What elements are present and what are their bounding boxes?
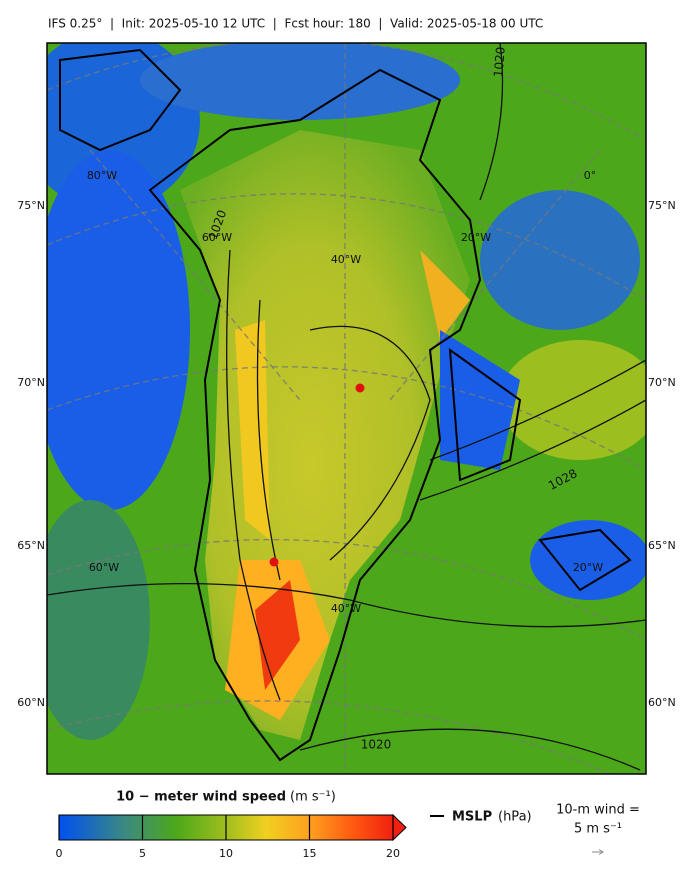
lat-label: 75°N xyxy=(648,199,676,212)
title: IFS 0.25° | Init: 2025-05-10 12 UTC | Fc… xyxy=(48,17,543,31)
lat-label: 75°N xyxy=(17,199,45,212)
lon-label: 80°W xyxy=(87,169,117,182)
legend-mslp-unit: (hPa) xyxy=(498,810,532,825)
lat-label: 70°N xyxy=(17,376,45,389)
legend-mslp: MSLP xyxy=(452,810,492,825)
lat-label: 70°N xyxy=(648,376,676,389)
legend-arrow xyxy=(592,849,604,855)
colorbar: 0 5 10 15 20 xyxy=(56,813,407,860)
map-frame xyxy=(46,42,647,775)
lat-label: 60°N xyxy=(648,696,676,709)
colorbar-tick-label: 10 xyxy=(219,847,233,860)
colorbar-label: 10 − meter wind speed xyxy=(116,790,286,805)
lat-label: 60°N xyxy=(17,696,45,709)
colorbar-tick-label: 5 xyxy=(139,847,146,860)
colorbar-tick-label: 15 xyxy=(303,847,317,860)
colorbar-unit: (m s⁻¹) xyxy=(290,790,336,805)
legend-wind: 5 m s⁻¹ xyxy=(574,822,622,837)
lon-label: 20°W xyxy=(461,231,491,244)
lon-label: 40°W xyxy=(331,602,361,615)
colorbar-tick-label: 0 xyxy=(56,847,63,860)
lat-label: 65°N xyxy=(17,539,45,552)
lon-label: 20°W xyxy=(573,561,603,574)
colorbar-extend xyxy=(392,813,407,842)
colorbar-tick-label: 20 xyxy=(386,847,400,860)
map xyxy=(47,43,646,774)
lon-label: 40°W xyxy=(331,253,361,266)
lon-label: 60°W xyxy=(202,231,232,244)
lon-label: 0° xyxy=(584,169,597,182)
lat-label: 65°N xyxy=(648,539,676,552)
contour-label: 1020 xyxy=(491,46,508,78)
lon-label: 60°W xyxy=(89,561,119,574)
legend-wind: 10-m wind = xyxy=(556,803,640,818)
contour-label: 1020 xyxy=(361,738,392,752)
